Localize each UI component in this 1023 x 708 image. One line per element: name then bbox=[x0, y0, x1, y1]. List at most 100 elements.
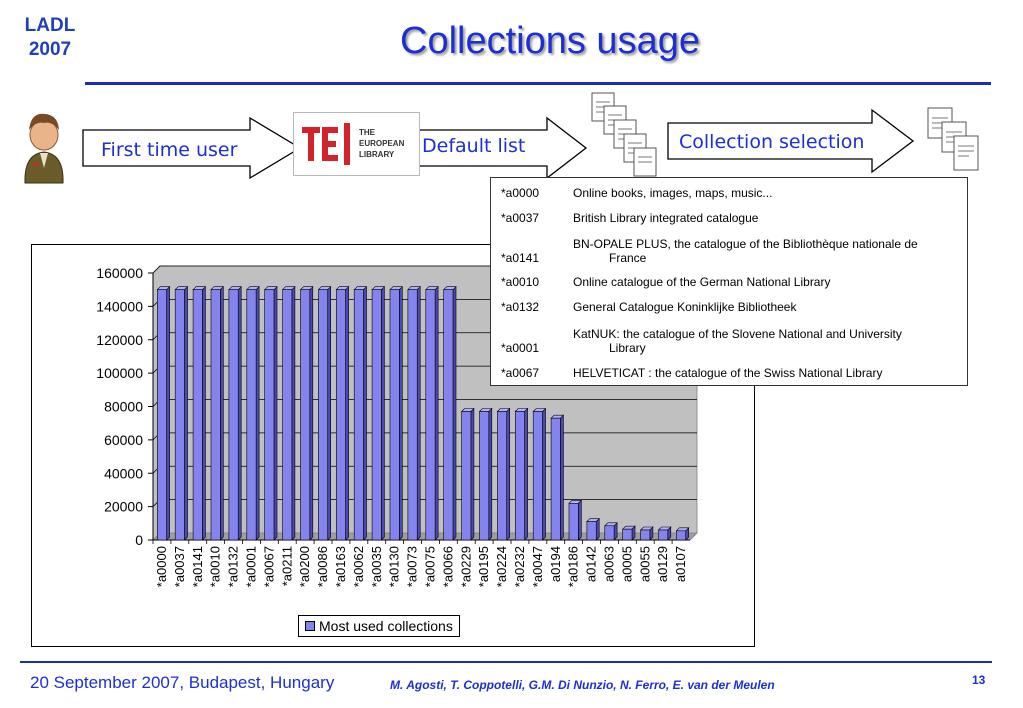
collection-desc: BN-OPALE PLUS, the catalogue of the Bibl… bbox=[573, 237, 918, 251]
x-tick-label: *a0047 bbox=[530, 546, 545, 587]
bar bbox=[550, 417, 561, 541]
x-tick-label: *a0086 bbox=[315, 546, 330, 587]
y-tick-label: 140000 bbox=[96, 298, 143, 314]
bar-side bbox=[273, 285, 278, 541]
y-tick-label: 40000 bbox=[104, 465, 143, 481]
x-tick-label: *a0066 bbox=[440, 546, 455, 587]
x-tick-label: *a0224 bbox=[494, 546, 509, 587]
collection-id: *a0000 bbox=[501, 186, 540, 200]
collection-id: *a0001 bbox=[501, 341, 540, 355]
collection-selection-arrow bbox=[667, 108, 915, 174]
table-row: *a0000 Online books, images, maps, music… bbox=[491, 178, 967, 200]
bar bbox=[622, 528, 633, 541]
y-tick-label: 0 bbox=[135, 532, 143, 548]
user-avatar-icon bbox=[24, 113, 64, 184]
page-number: 13 bbox=[972, 673, 986, 687]
bar-side bbox=[237, 285, 242, 541]
default-list-arrow bbox=[417, 116, 588, 180]
legend-swatch bbox=[305, 621, 315, 631]
bar bbox=[479, 411, 490, 541]
ladl-year: 2007 bbox=[28, 39, 72, 60]
x-tick-label: a0194 bbox=[548, 546, 563, 582]
bar bbox=[425, 289, 436, 541]
x-tick-label: *a0130 bbox=[387, 546, 402, 587]
bar-side bbox=[166, 285, 170, 541]
bar bbox=[568, 502, 579, 541]
chart-legend: Most used collections bbox=[298, 615, 460, 637]
collection-id: *a0132 bbox=[501, 300, 540, 314]
bar bbox=[532, 411, 543, 541]
bar-side bbox=[488, 407, 493, 541]
collections-table: *a0000 Online books, images, maps, music… bbox=[490, 177, 968, 386]
x-tick-label: *a0001 bbox=[243, 546, 258, 587]
bar-side bbox=[381, 285, 385, 541]
y-tick-label: 120000 bbox=[96, 332, 143, 348]
bar-side bbox=[452, 285, 457, 541]
x-tick-label: *a0062 bbox=[351, 546, 366, 587]
bar bbox=[514, 411, 525, 541]
bar-side bbox=[202, 285, 206, 541]
x-tick-label: *a0200 bbox=[297, 546, 312, 587]
x-tick-label: *a0195 bbox=[476, 546, 491, 587]
x-tick-label: a0107 bbox=[673, 546, 688, 582]
bar-side bbox=[595, 517, 600, 541]
bar-side bbox=[542, 407, 546, 541]
bar-side bbox=[578, 499, 582, 541]
bar bbox=[353, 289, 364, 541]
y-tick-label: 20000 bbox=[104, 499, 143, 515]
bar bbox=[192, 289, 203, 541]
document-stack-icon bbox=[591, 92, 657, 177]
y-tick-label: 100000 bbox=[96, 365, 143, 381]
bar bbox=[156, 289, 167, 541]
collection-id: *a0067 bbox=[501, 366, 540, 380]
bar-side bbox=[416, 285, 421, 541]
first-time-user-arrow bbox=[82, 116, 302, 180]
x-tick-label: *a0037 bbox=[172, 546, 187, 587]
ladl-label: LADL bbox=[24, 15, 76, 36]
collection-desc-cont: France bbox=[609, 251, 647, 265]
bar bbox=[407, 289, 418, 541]
bar-side bbox=[399, 285, 403, 541]
x-tick-label: *a0232 bbox=[512, 546, 527, 587]
collection-desc: General Catalogue Koninklijke Bibliothee… bbox=[573, 300, 797, 314]
table-row: *a0132 General Catalogue Koninklijke Bib… bbox=[491, 289, 967, 314]
header-divider bbox=[85, 82, 991, 85]
collection-desc-cont: Library bbox=[609, 341, 646, 355]
bar-side bbox=[220, 285, 224, 541]
bar-side bbox=[560, 414, 564, 541]
x-tick-label: *a0211 bbox=[279, 546, 294, 586]
collection-id: *a0037 bbox=[501, 211, 540, 225]
bar bbox=[497, 411, 508, 541]
first-time-user-label: First time user bbox=[101, 139, 238, 161]
bar bbox=[264, 289, 275, 541]
table-row: *a0010 Online catalogue of the German Na… bbox=[491, 265, 967, 289]
collection-desc-block: KatNUK: the catalogue of the Slovene Nat… bbox=[573, 314, 967, 355]
table-row: *a0001 KatNUK: the catalogue of the Slov… bbox=[491, 314, 967, 355]
x-tick-label: *a0067 bbox=[261, 546, 276, 587]
table-row: *a0037 British Library integrated catalo… bbox=[491, 200, 967, 225]
bar bbox=[676, 530, 687, 541]
tel-logo-mark bbox=[302, 123, 350, 165]
x-tick-label: *a0141 bbox=[190, 546, 205, 587]
bar-side bbox=[291, 285, 296, 541]
footer-authors: M. Agosti, T. Coppotelli, G.M. Di Nunzio… bbox=[390, 678, 775, 692]
ladl-badge: LADL 2007 bbox=[10, 14, 90, 62]
logo-line-1: THE bbox=[359, 128, 375, 137]
x-tick-label: a0063 bbox=[601, 546, 616, 582]
bar-side bbox=[255, 285, 260, 541]
collection-selection-label: Collection selection bbox=[679, 131, 865, 153]
x-tick-label: a0129 bbox=[655, 546, 670, 582]
bar bbox=[389, 289, 400, 541]
bar bbox=[335, 289, 346, 541]
flow-diagram bbox=[24, 92, 979, 184]
logo-line-3: LIBRARY bbox=[359, 150, 395, 159]
collection-id: *a0010 bbox=[501, 275, 540, 289]
x-tick-label: *a0010 bbox=[208, 546, 223, 587]
legend-label: Most used collections bbox=[319, 618, 453, 634]
table-row: *a0067 HELVETICAT : the catalogue of the… bbox=[491, 355, 967, 380]
collection-desc: British Library integrated catalogue bbox=[573, 211, 759, 225]
bar bbox=[658, 529, 669, 541]
default-list-label: Default list bbox=[422, 135, 526, 157]
bar-side bbox=[524, 407, 528, 541]
